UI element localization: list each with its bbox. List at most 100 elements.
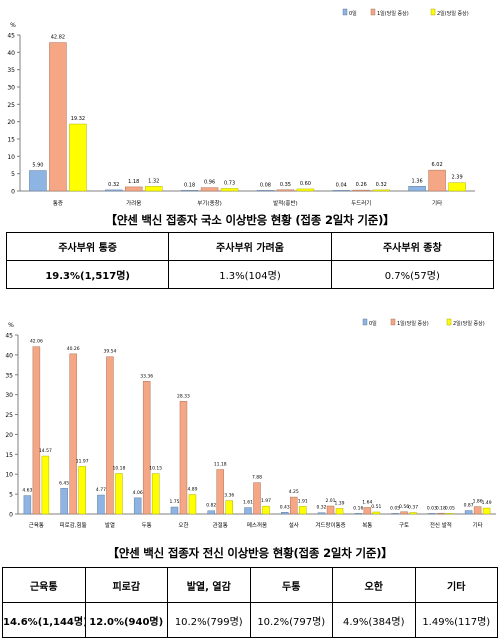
x-tick-label: 복통 [362,522,372,529]
data-label: 4.63 [22,488,32,494]
legend-label: 0일 [349,10,357,17]
x-tick-label: 전신 발적 [430,521,452,529]
data-label: 39.54 [103,349,116,355]
y-tick-label: 20 [5,432,13,439]
legend-swatch [342,8,348,16]
x-tick-label: 구토 [399,522,409,529]
legend-swatch [430,8,436,16]
bar [106,356,114,515]
y-tick-label: 0 [9,512,13,519]
data-label: 40.26 [67,346,80,352]
bar [78,466,86,515]
data-label: 33.36 [140,373,153,379]
bar [326,505,335,515]
bar [352,189,370,192]
bar [200,187,219,192]
table-header-row: 근육통 피로감 발열, 열감 두통 오한 기타 [2,567,498,603]
data-label: 0.43 [280,504,290,510]
bar [363,507,372,515]
x-tick-label: 관절통 [213,521,228,529]
table-cell: 1.49%(117명) [414,602,498,638]
legend-label: 1일(당일 증상) [397,320,429,327]
data-label: 6.45 [59,480,69,486]
bar [133,497,142,515]
data-label: 0.73 [224,180,235,186]
table-header-cell: 근육통 [2,567,86,603]
table-row: 19.3%(1,517명) 1.3%(104명) 0.7%(57명) [5,260,495,289]
data-label: 1.18 [128,179,139,185]
data-label: 42.06 [30,339,43,345]
x-tick-label: 메스꺼움 [247,521,267,529]
bar [97,494,105,515]
data-label: 0.08 [260,182,271,188]
bar [317,512,326,515]
table-header-cell: 피로감 [84,567,168,603]
x-tick-label: 통증 [53,200,63,207]
bar [408,186,426,192]
x-tick-label: 기타 [432,199,442,207]
bar [69,123,87,192]
data-label: 0.37 [408,505,418,511]
y-tick-label: 25 [5,412,13,419]
table-cell: 14.6%(1,144명) [2,602,86,638]
data-label: 10.18 [112,466,125,472]
bar [262,505,270,515]
data-label: 2.39 [452,175,463,181]
y-tick-label: 45 [5,333,13,340]
x-tick-label: 두드러기 [351,199,371,207]
bar [49,42,67,192]
y-tick-label: 40 [7,50,15,57]
data-label: 1.39 [335,500,345,506]
table-header-cell: 오한 [332,567,416,603]
bar [409,512,417,515]
data-label: 0.60 [300,181,311,187]
legend-swatch [370,8,376,16]
data-label: 0.04 [336,182,347,188]
x-tick-label: 부기(종창) [197,199,222,207]
bar [105,189,123,192]
data-label: 4.25 [289,489,299,495]
data-label: 1.91 [298,498,308,504]
bar [473,506,482,515]
data-label: 11.18 [214,462,227,468]
bar [391,513,399,515]
data-label: 4.89 [187,487,197,493]
bar [299,506,307,515]
bar [253,482,261,515]
data-label: 1.36 [412,178,423,184]
y-axis-unit: % [10,22,16,29]
data-label: 0.87 [464,503,474,509]
legend-label: 2일(당일 증상) [453,320,485,327]
bar [428,513,436,515]
x-tick-label: 발열 [105,521,115,529]
y-tick-label: 35 [7,67,15,74]
local-reaction-chart: 0 5 10 15 20 25 30 35 40 45% 0일 1일(당일 증상) 2일(당일 증상) 5… [7,8,475,207]
table-header-cell: 기타 [414,567,498,603]
bar [372,511,381,515]
data-label: 0.51 [371,504,381,510]
bar [29,170,47,192]
table-cell: 0.7%(57명) [330,260,495,289]
table-header-cell: 발열, 열감 [167,567,251,603]
data-label: 1.64 [362,499,372,505]
legend-swatch [446,318,452,326]
bar [41,455,50,515]
data-label: 6.02 [432,162,443,168]
table-row: 14.6%(1,144명) 12.0%(940명) 10.2%(799명) 10… [2,602,498,638]
y-tick-label: 10 [5,472,13,479]
legend-swatch [362,318,368,326]
systemic-reaction-caption: 【얀센 백신 접종자 전신 이상반응 현황(접종 2일차 기준)】 [107,546,393,560]
bar [290,496,298,515]
data-label: 0.26 [356,182,367,188]
y-tick-label: 20 [7,119,15,126]
bar [115,473,123,515]
data-label: 0.82 [206,503,216,509]
data-label: 0.35 [280,182,291,188]
bar [142,381,151,515]
data-label: 0.96 [204,180,215,186]
legend-label: 1일(당일 증상) [377,10,409,17]
data-label: 0.32 [376,182,387,188]
y-tick-label: 15 [5,452,13,459]
bar [332,190,350,192]
x-tick-label: 설사 [289,521,299,529]
